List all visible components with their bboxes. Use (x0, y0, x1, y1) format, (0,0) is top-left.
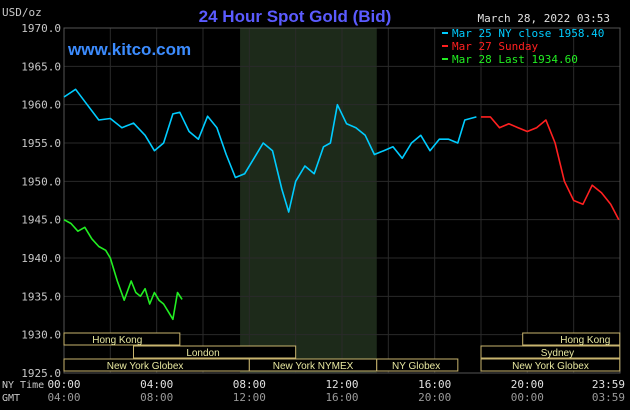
x-tick-label: 08:00 (233, 378, 266, 391)
x-axis-row-label-ny-time: NY Time (2, 380, 44, 391)
legend-label: Mar 25 NY close 1958.40 (452, 27, 604, 40)
session-label: Hong Kong (92, 335, 142, 346)
highlight-band-group (240, 28, 377, 373)
plot-frame (63, 27, 621, 374)
series-line-0 (63, 88, 477, 213)
y-tick-label: 1955.0 (21, 137, 61, 150)
x-tick-label: 03:59 (592, 391, 625, 404)
x-tick-label: 04:00 (47, 391, 80, 404)
series-line-2 (63, 218, 183, 321)
session-label: New York Globex (107, 361, 184, 372)
y-tick-label: 1970.0 (21, 22, 61, 35)
series-group (63, 88, 620, 321)
session-label: NY Globex (392, 361, 440, 372)
y-tick-label: 1925.0 (21, 367, 61, 380)
x-axis-row-label-gmt: GMT (2, 393, 20, 404)
x-tick-label: 00:00 (511, 391, 544, 404)
x-tick-label: 16:00 (325, 391, 358, 404)
y-tick-label: 1965.0 (21, 60, 61, 73)
sessions-group: Hong Kong Hong Kong London Sydney New York G… (63, 332, 621, 372)
y-tick-label: 1950.0 (21, 175, 61, 188)
y-tick-label: 1935.0 (21, 290, 61, 303)
session-bar (480, 345, 621, 359)
y-axis-label: USD/oz (2, 6, 42, 19)
session-label: Hong Kong (560, 335, 610, 346)
x-tick-label: 20:00 (511, 378, 544, 391)
session-label: Sydney (541, 348, 574, 359)
y-tick-labels-group: 1970.0 1965.0 1960.0 1955.0 1950.0 1945.0 1940… (21, 22, 61, 380)
session-bar (522, 332, 621, 346)
chart-title: 24 Hour Spot Gold (Bid) (199, 7, 392, 26)
session-bar (133, 345, 297, 359)
y-tick-label: 1945.0 (21, 214, 61, 227)
watermark-text: www.kitco.com (67, 40, 191, 59)
x-tick-label: 20:00 (418, 391, 451, 404)
x-tick-label: 12:00 (233, 391, 266, 404)
chart-date-stamp: March 28, 2022 03:53 (478, 12, 610, 25)
session-bar (376, 358, 459, 372)
session-bar (63, 332, 181, 346)
x-tick-labels-group: 00:00 04:00 08:00 12:00 16:00 20:00 23:5904:00… (47, 378, 625, 404)
x-tick-label: 23:59 (592, 378, 625, 391)
y-tick-label: 1940.0 (21, 252, 61, 265)
series-line-1 (481, 116, 620, 221)
session-label: London (186, 348, 219, 359)
highlight-band (240, 28, 377, 373)
y-tick-label: 1930.0 (21, 329, 61, 342)
x-tick-label: 12:00 (325, 378, 358, 391)
y-tick-label: 1960.0 (21, 99, 61, 112)
legend-label: Mar 28 Last 1934.60 (452, 53, 578, 66)
x-tick-label: 00:00 (47, 378, 80, 391)
session-label: New York Globex (512, 361, 589, 372)
session-label: New York NYMEX (273, 361, 354, 372)
session-bar (480, 358, 621, 372)
x-tick-label: 08:00 (140, 391, 173, 404)
x-tick-label: 16:00 (418, 378, 451, 391)
legend-label: Mar 27 Sunday (452, 40, 538, 53)
x-tick-label: 04:00 (140, 378, 173, 391)
